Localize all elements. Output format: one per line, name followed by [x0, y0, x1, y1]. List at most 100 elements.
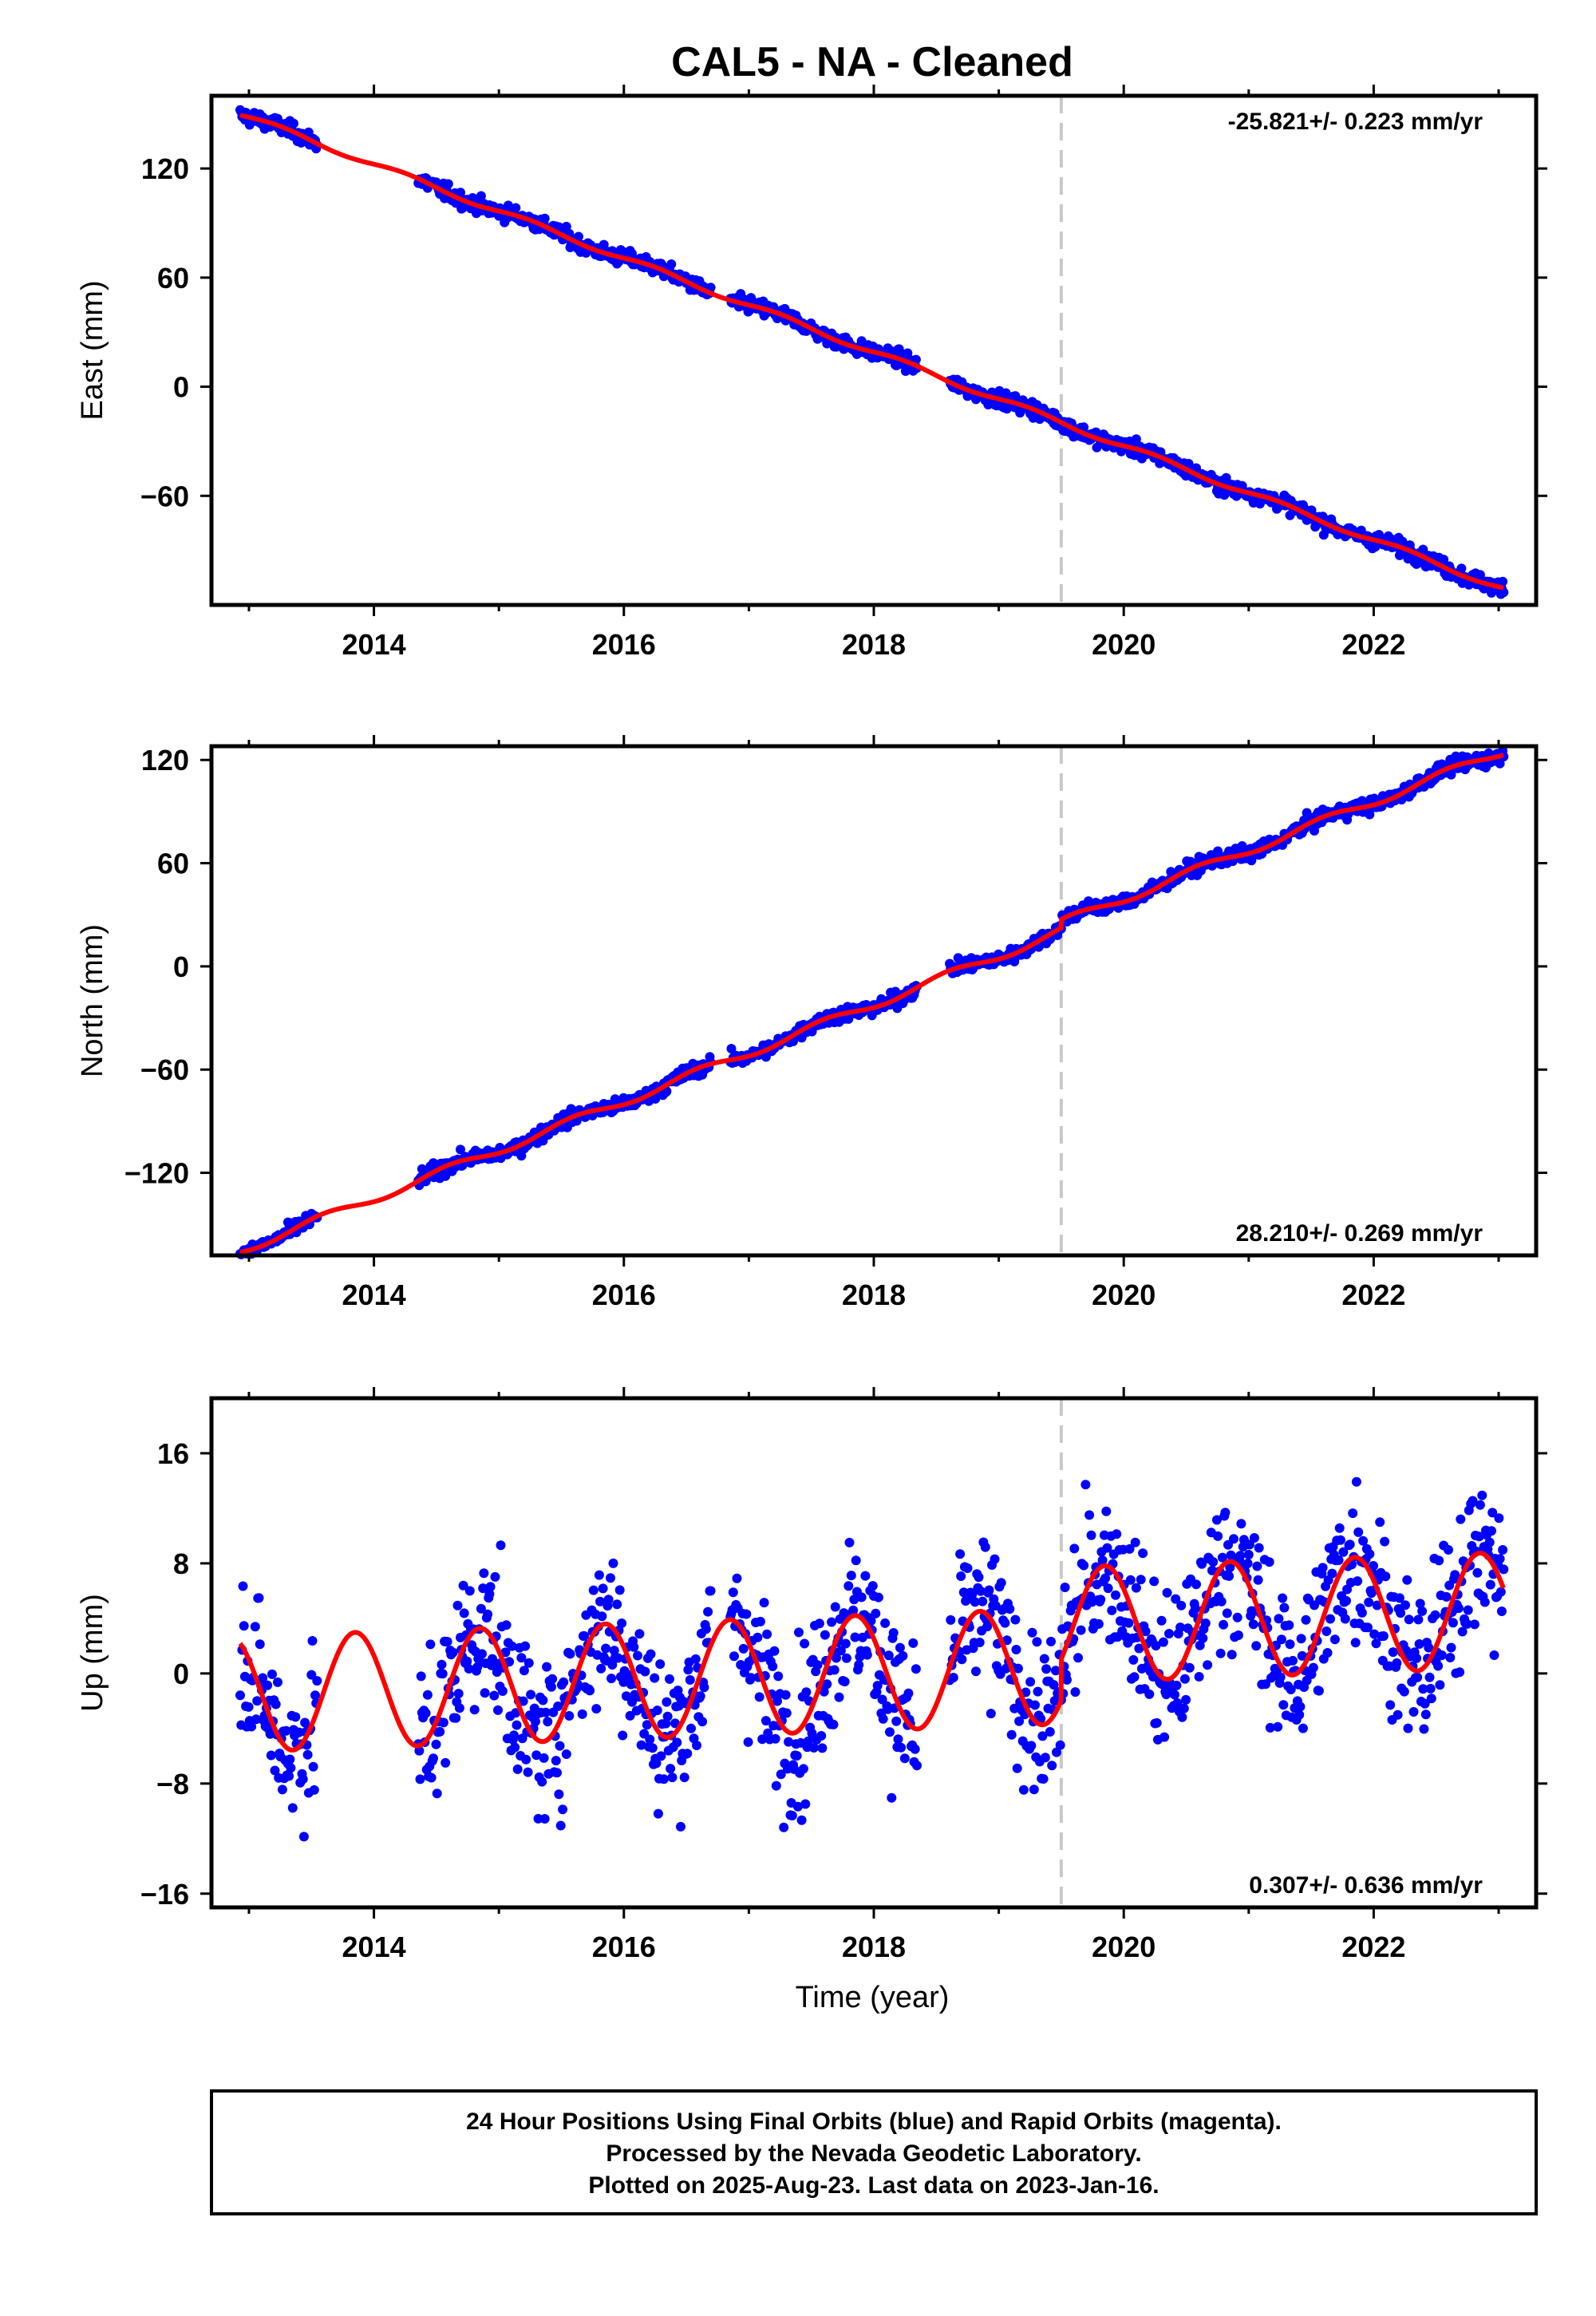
north-x-tick-label: 2018 [842, 1279, 906, 1311]
up-data-point [1025, 1677, 1036, 1687]
up-data-point [755, 1616, 765, 1626]
up-data-point [1353, 1576, 1363, 1587]
up-data-point [1413, 1614, 1424, 1625]
up-y-tick-label: 8 [173, 1547, 189, 1580]
up-data-point [885, 1727, 895, 1737]
up-data-point [1124, 1618, 1134, 1628]
up-data-point [440, 1757, 451, 1768]
north-y-tick-label: 0 [173, 951, 189, 983]
up-data-point [1243, 1550, 1254, 1559]
up-data-point [1220, 1508, 1231, 1518]
up-data-point [996, 1578, 1006, 1588]
up-data-point [601, 1643, 611, 1654]
up-data-point [1219, 1619, 1229, 1630]
up-data-point [559, 1677, 569, 1687]
up-data-point [800, 1799, 811, 1809]
up-data-point [1296, 1634, 1306, 1644]
up-data-point [448, 1647, 458, 1658]
up-data-point [912, 1761, 922, 1771]
up-data-point [1341, 1595, 1351, 1606]
up-data-point [1170, 1690, 1179, 1700]
up-data-point [978, 1596, 988, 1607]
up-data-point [1005, 1604, 1015, 1614]
up-data-point [1070, 1687, 1080, 1697]
up-data-point [682, 1749, 693, 1759]
up-data-point [827, 1617, 837, 1627]
up-data-point [1039, 1654, 1049, 1664]
up-data-point [1149, 1576, 1159, 1587]
up-data-point [1477, 1490, 1487, 1500]
up-data-point [1425, 1683, 1436, 1694]
up-data-point [887, 1792, 897, 1803]
up-data-point [597, 1611, 607, 1622]
up-data-point [437, 1669, 448, 1679]
up-data-point [1393, 1709, 1403, 1720]
up-data-point [561, 1749, 571, 1759]
east-y-axis-label: East (mm) [76, 280, 109, 420]
up-data-point [690, 1654, 701, 1664]
up-data-point [685, 1675, 695, 1685]
up-data-point [1404, 1614, 1414, 1625]
east-y-tick-label: −60 [140, 480, 189, 512]
up-data-point [435, 1726, 445, 1737]
up-data-point [1032, 1637, 1042, 1647]
up-data-point [1156, 1615, 1167, 1626]
up-data-point [618, 1730, 628, 1741]
up-data-point [1055, 1740, 1065, 1750]
up-data-point [655, 1659, 666, 1670]
up-data-point [841, 1653, 851, 1663]
up-y-tick-label: 0 [173, 1658, 189, 1690]
up-data-point [422, 1690, 433, 1700]
up-data-point [629, 1642, 639, 1652]
up-data-point [1164, 1629, 1174, 1638]
up-data-point [312, 1676, 322, 1686]
up-data-point [956, 1571, 966, 1581]
up-data-point [1248, 1619, 1258, 1630]
up-data-point [665, 1674, 674, 1684]
up-data-point [1350, 1638, 1361, 1648]
north-y-tick-label: 120 [141, 744, 189, 777]
up-data-point [1112, 1529, 1122, 1539]
up-data-point [666, 1764, 676, 1774]
up-data-point [971, 1666, 981, 1677]
up-data-point [1420, 1709, 1431, 1720]
up-data-point [699, 1682, 709, 1693]
up-data-point [1227, 1650, 1237, 1660]
up-data-point [421, 1708, 431, 1718]
up-data-point [1041, 1664, 1052, 1674]
up-data-point [796, 1815, 807, 1825]
up-data-point [1158, 1637, 1168, 1647]
up-data-point [1251, 1641, 1262, 1651]
up-rate-label: 0.307+/- 0.636 mm/yr [1249, 1872, 1483, 1899]
up-data-point [1047, 1761, 1057, 1771]
up-data-point [596, 1663, 606, 1674]
up-data-point [773, 1671, 784, 1682]
up-data-point [287, 1803, 298, 1813]
up-data-point [1433, 1661, 1444, 1671]
up-data-point [1027, 1627, 1037, 1638]
up-data-point [267, 1669, 277, 1679]
up-data-point [1229, 1534, 1238, 1544]
up-data-point [634, 1629, 645, 1639]
up-data-point [485, 1582, 496, 1592]
up-data-point [873, 1592, 883, 1603]
up-data-point [1233, 1630, 1243, 1640]
up-data-point [1236, 1519, 1246, 1529]
up-data-point [729, 1651, 739, 1662]
up-data-point [1198, 1633, 1208, 1643]
up-data-point [603, 1595, 614, 1605]
up-data-point [591, 1704, 602, 1714]
up-data-point [679, 1773, 689, 1783]
up-data-point [1215, 1648, 1226, 1658]
up-data-point [1301, 1614, 1311, 1625]
up-data-point [980, 1542, 990, 1552]
up-data-point [743, 1737, 753, 1747]
up-data-point [1273, 1721, 1283, 1732]
up-data-point [672, 1737, 682, 1748]
up-data-point [551, 1756, 561, 1766]
up-data-point [1111, 1590, 1120, 1600]
up-data-point [1274, 1614, 1284, 1624]
up-data-point [1275, 1672, 1286, 1682]
up-data-point [539, 1753, 549, 1763]
north-x-tick-label: 2020 [1092, 1279, 1156, 1311]
